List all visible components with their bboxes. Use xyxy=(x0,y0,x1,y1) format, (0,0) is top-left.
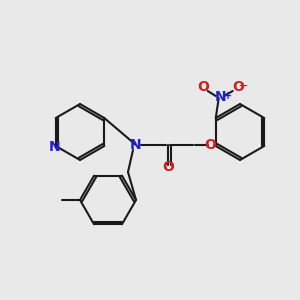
Text: O: O xyxy=(232,80,244,94)
Text: O: O xyxy=(162,160,174,174)
Text: O: O xyxy=(204,138,216,152)
Text: N: N xyxy=(130,138,142,152)
Text: N: N xyxy=(49,140,61,154)
Text: N: N xyxy=(215,90,226,104)
Text: O: O xyxy=(197,80,209,94)
Text: −: − xyxy=(239,81,248,91)
Text: +: + xyxy=(224,91,232,101)
